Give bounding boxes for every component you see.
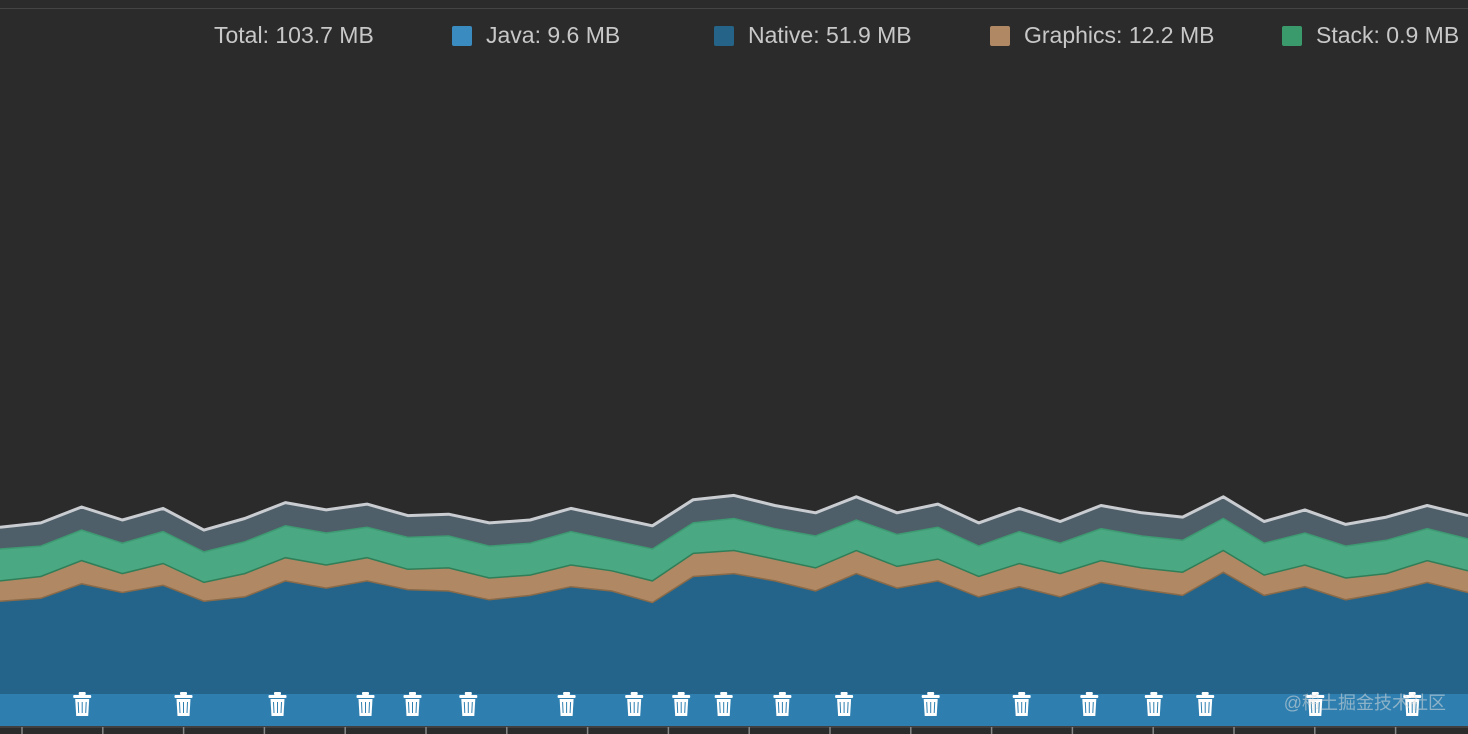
legend-java-label: Java: 9.6 MB xyxy=(486,22,621,48)
gc-trash-icon xyxy=(174,692,193,716)
legend-graphics-swatch xyxy=(990,25,1010,46)
gc-trash-icon xyxy=(921,692,940,716)
gc-trash-icon xyxy=(1306,692,1325,716)
top-divider xyxy=(0,8,1468,9)
gc-trash-icon xyxy=(1403,692,1422,716)
memory-legend: Total: 103.7 MB Java: 9.6 MB Native: 51.… xyxy=(0,18,1468,54)
legend-stack-label: Stack: 0.9 MB xyxy=(1316,22,1460,48)
series-boundary-graphics xyxy=(0,549,1468,584)
legend-native-swatch xyxy=(714,25,734,46)
legend-java: Java: 9.6 MB xyxy=(452,22,620,49)
legend-stack-swatch xyxy=(1282,25,1302,46)
gc-trash-icon xyxy=(835,692,854,716)
gc-trash-icon xyxy=(73,692,92,716)
gc-trash-icon xyxy=(773,692,792,716)
gc-event-band xyxy=(0,694,1468,726)
legend-native-label: Native: 51.9 MB xyxy=(748,22,912,48)
gc-trash-icon xyxy=(1144,692,1163,716)
gc-trash-icon xyxy=(356,692,375,716)
watermark-text: @稀土掘金技术社区 xyxy=(1283,693,1446,713)
legend-stack: Stack: 0.9 MB xyxy=(1282,22,1459,49)
series-boundary-stack xyxy=(0,517,1468,553)
gc-trash-icon xyxy=(625,692,644,716)
series-area-graphics xyxy=(0,550,1468,603)
gc-trash-icon xyxy=(714,692,733,716)
gc-trash-icon xyxy=(1196,692,1215,716)
legend-total-label: Total: 103.7 MB xyxy=(214,22,374,48)
legend-total: Total: 103.7 MB xyxy=(214,22,374,49)
legend-graphics: Graphics: 12.2 MB xyxy=(990,22,1214,49)
gc-trash-icon xyxy=(1012,692,1031,716)
total-line xyxy=(0,493,1468,532)
time-axis xyxy=(0,726,1468,734)
gc-trash-icon xyxy=(268,692,287,716)
gc-trash-icon xyxy=(672,692,691,716)
series-area-others xyxy=(0,495,1468,552)
series-area-native xyxy=(0,572,1468,694)
legend-graphics-label: Graphics: 12.2 MB xyxy=(1024,22,1215,48)
gc-trash-icon xyxy=(403,692,422,716)
legend-java-swatch xyxy=(452,25,472,46)
legend-native: Native: 51.9 MB xyxy=(714,22,912,49)
gc-trash-icon xyxy=(459,692,478,716)
gc-trash-icon xyxy=(557,692,576,716)
series-boundary-native xyxy=(0,571,1468,604)
gc-trash-icon xyxy=(1080,692,1099,716)
